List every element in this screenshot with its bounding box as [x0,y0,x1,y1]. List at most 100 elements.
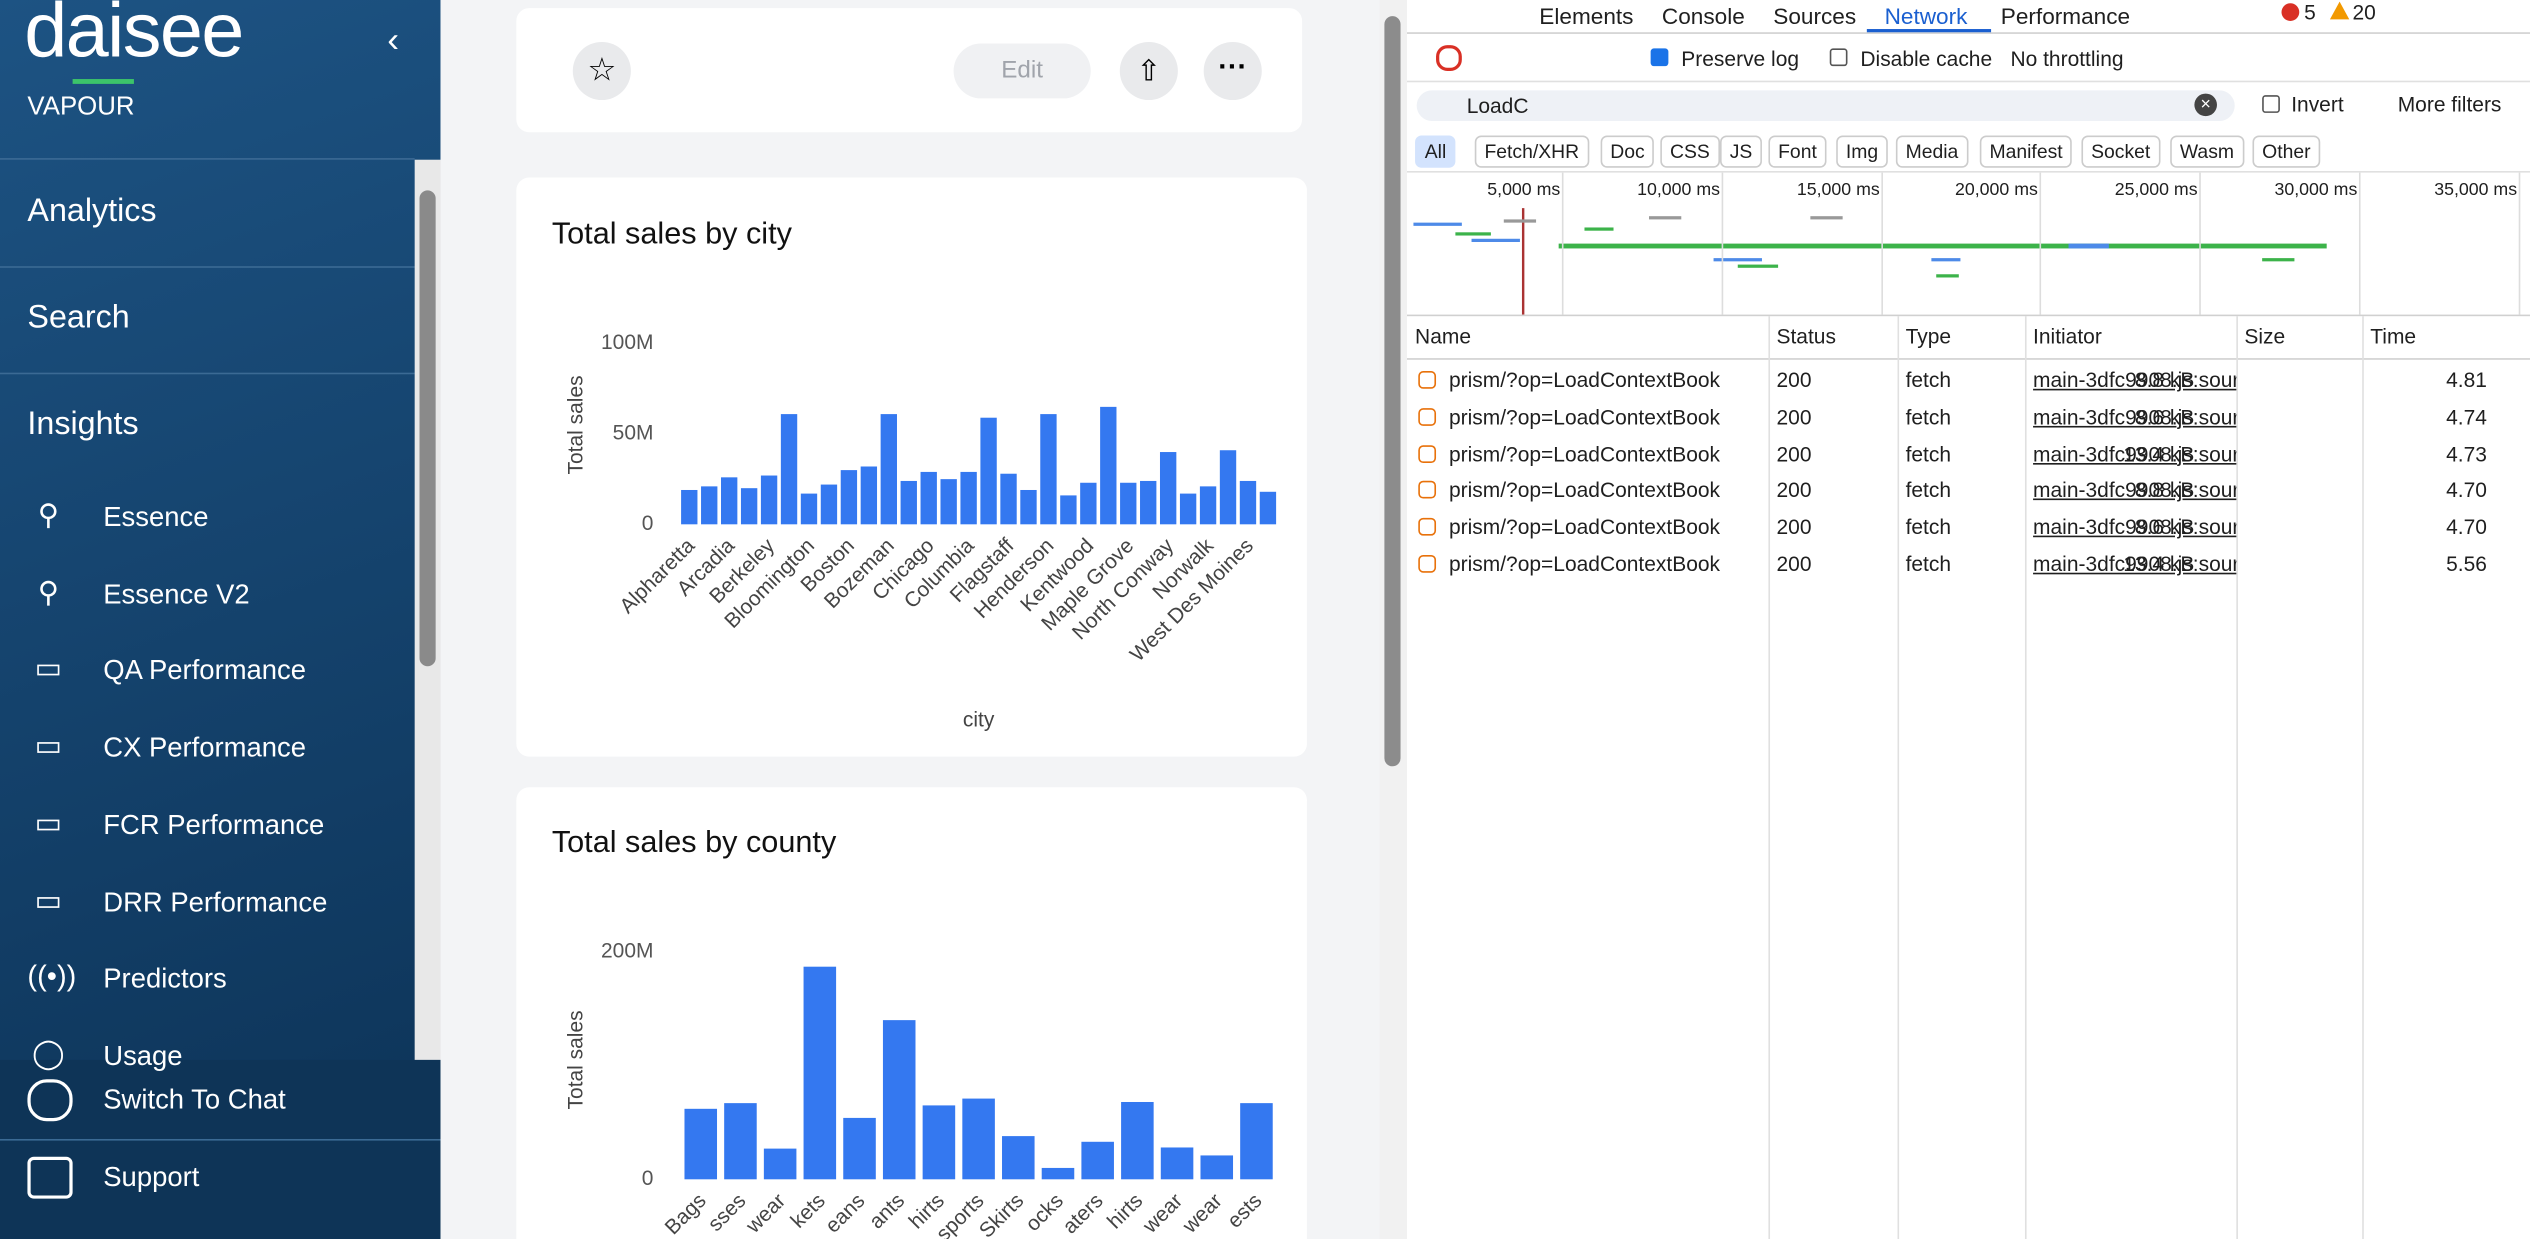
star-button[interactable]: ☆ [572,41,631,101]
nav-icon: ▭ [34,806,63,839]
cell[interactable]: main-3dfc9908.js:sour [2033,367,2237,393]
type-filter[interactable]: Socket [2081,135,2160,168]
cell: 4.74 [2446,404,2487,429]
nav-item[interactable]: CX Performance [103,732,307,764]
type-filter[interactable]: Media [1895,135,1968,168]
bar [843,1117,876,1180]
column-header: Type [1905,324,1952,349]
type-filter[interactable]: Doc [1600,135,1655,168]
nav-item[interactable]: QA Performance [103,655,307,687]
y-tick-label: 200M [601,939,653,962]
bar [1240,1103,1273,1180]
column-header: Initiator [2033,324,2102,349]
chart-title: Total sales by county [552,825,837,859]
bar [1060,495,1077,525]
devtools-tab[interactable]: Sources [1773,3,1857,30]
logo-subtitle: VAPOUR [27,93,135,121]
bar [1200,1155,1234,1180]
bar [803,966,837,1180]
scrollbar-thumb[interactable] [419,190,436,667]
logo: daisee [24,0,244,75]
collapse-button[interactable]: ‹ [387,19,400,60]
x-tick-label: sses [704,1189,751,1236]
cell[interactable]: main-3dfc9908.js:sour [2033,514,2237,540]
edit-button[interactable]: Edit [953,43,1091,99]
divider [1406,358,2530,360]
type-filter[interactable]: Fetch/XHR [1474,135,1589,168]
bar [860,466,878,525]
filter-text: LoadC [1466,93,1529,118]
bar [1000,473,1017,525]
cell[interactable]: main-3dfc9908.js:sour [2033,551,2237,576]
nav-item[interactable]: Predictors [103,963,227,995]
timeline-gridline [2518,172,2521,315]
cell: prism/?op=LoadContextBook [1448,367,1721,393]
x-tick-label: aters [1058,1189,1107,1238]
throttling[interactable]: No throttling [2010,46,2124,71]
chart-title: Total sales by city [552,217,793,251]
request-icon [1418,481,1437,500]
type-filter[interactable]: Other [2252,135,2321,168]
bar [1100,406,1117,525]
more-filters[interactable]: More filters [2397,91,2502,117]
timeline-gridline [1881,172,1883,315]
devtools-tab[interactable]: Performance [2000,3,2131,30]
bar [1002,1136,1035,1180]
x-tick-label: wear [1138,1189,1187,1238]
devtools-tab[interactable]: Console [1661,3,1745,30]
cell[interactable]: main-3dfc9908.js:sour [2033,478,2237,503]
devtools-tab[interactable]: Elements [1539,3,1634,30]
type-filter[interactable]: Wasm [2170,135,2244,168]
active-tab-underline [1866,29,1992,33]
footer-item[interactable]: Support [103,1161,200,1193]
type-filter[interactable]: Font [1768,135,1827,168]
more-button[interactable]: ··· [1203,41,1262,101]
type-filter[interactable]: Manifest [1979,135,2073,168]
column-divider [2024,316,2027,1239]
devtools-tab[interactable]: Network [1884,3,1968,30]
nav-item[interactable]: Search [27,300,130,336]
main-scrollbar-thumb[interactable] [1384,16,1401,767]
bar [880,414,897,525]
divider [0,158,415,160]
checkbox[interactable] [1650,48,1669,67]
x-tick-label: kets [786,1189,829,1232]
record-button[interactable] [1436,45,1462,71]
checkbox[interactable] [2262,95,2280,113]
checkbox[interactable] [1829,48,1848,67]
bar [962,1098,995,1180]
cell: fetch [1905,514,1952,540]
timeline-gridline [2358,172,2361,315]
column-divider [1897,316,1900,1239]
y-tick-label: 100M [601,331,653,354]
type-filter[interactable]: JS [1720,135,1762,168]
nav-icon: ⚲ [37,498,60,531]
toolbar-card: ☆ Edit ⇧ ··· [516,8,1303,133]
bar [900,480,917,525]
cell[interactable]: main-3dfc9908.js:sour [2033,441,2237,466]
nav-item[interactable]: FCR Performance [103,809,325,841]
warning-count: 20 [2352,0,2376,25]
nav-item[interactable]: Usage [103,1040,183,1072]
nav-item[interactable]: Analytics [27,193,157,230]
nav-item[interactable]: Essence V2 [103,578,250,610]
filter-input[interactable] [1416,90,2235,121]
nav-item[interactable]: Essence [103,501,209,533]
share-button[interactable]: ⇧ [1119,41,1178,101]
x-tick-label: ants [865,1189,909,1233]
timeline-label: 35,000 ms [2434,180,2518,201]
type-filter[interactable]: CSS [1660,135,1720,168]
cell[interactable]: main-3dfc9908.js:sour [2033,404,2237,429]
cell: 200 [1776,551,1812,576]
bar [740,488,758,525]
type-filter[interactable]: Img [1836,135,1888,168]
clear-filter[interactable]: × [2194,93,2217,117]
type-filter[interactable]: All [1415,135,1456,168]
disable-cache: Disable cache [1860,46,1993,71]
column-divider [2362,316,2364,1239]
nav-item[interactable]: DRR Performance [103,886,328,918]
footer-item[interactable]: Switch To Chat [103,1084,286,1115]
nav-item[interactable]: Insights [27,406,139,443]
timeline-overview [1413,208,2327,315]
